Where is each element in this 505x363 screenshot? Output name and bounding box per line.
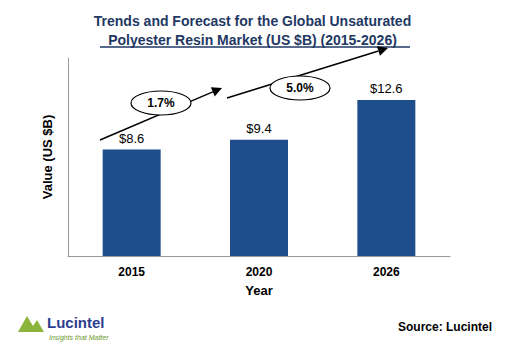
svg-text:Year: Year [245, 283, 272, 298]
svg-text:$12.6: $12.6 [370, 81, 403, 96]
svg-text:Value (US $B): Value (US $B) [40, 115, 55, 200]
svg-text:2020: 2020 [246, 265, 273, 279]
svg-text:2026: 2026 [373, 265, 400, 279]
svg-text:Polyester Resin Market (US $B): Polyester Resin Market (US $B) (2015-202… [108, 32, 397, 48]
svg-text:Insights that Matter: Insights that Matter [49, 334, 109, 342]
svg-text:$9.4: $9.4 [246, 121, 271, 136]
svg-text:2015: 2015 [118, 265, 145, 279]
svg-text:Trends and Forecast for the Gl: Trends and Forecast for the Global Unsat… [94, 13, 411, 29]
svg-text:5.0%: 5.0% [286, 81, 314, 95]
svg-text:$8.6: $8.6 [119, 131, 144, 146]
svg-text:Lucintel: Lucintel [47, 314, 105, 331]
svg-text:1.7%: 1.7% [147, 96, 175, 110]
svg-text:Source: Lucintel: Source: Lucintel [398, 320, 492, 334]
